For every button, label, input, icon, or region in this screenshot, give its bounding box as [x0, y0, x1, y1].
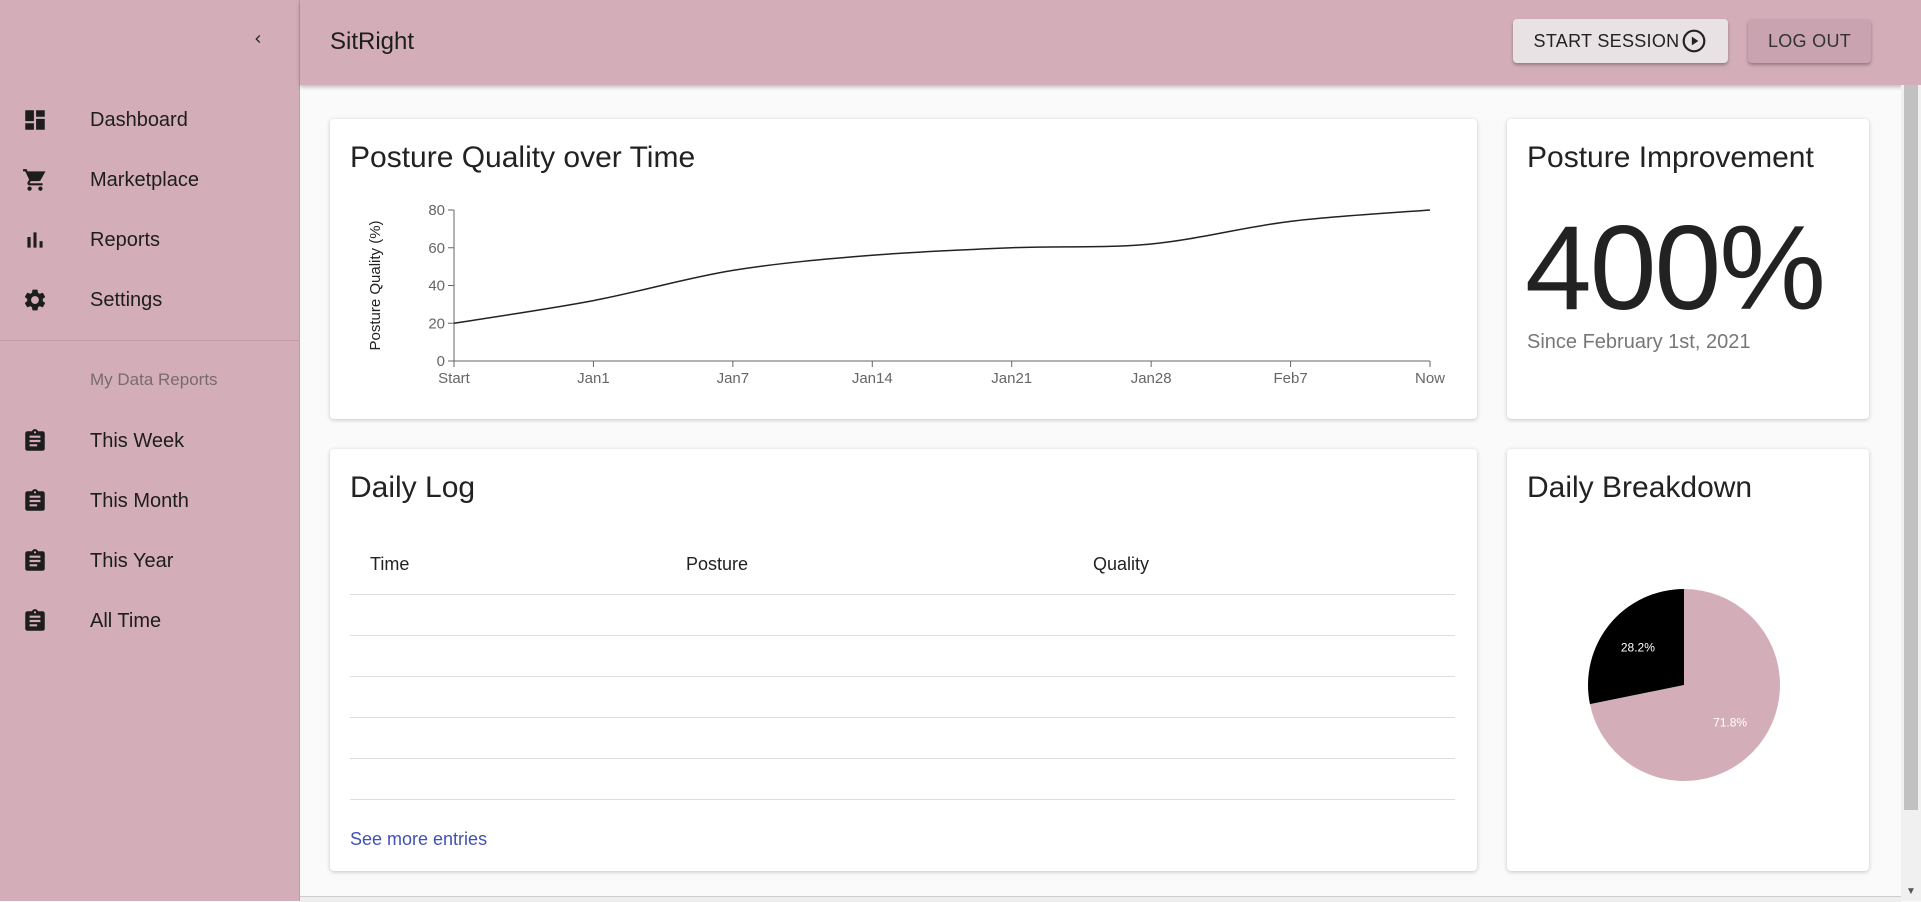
sidebar-item-label: This Year	[90, 549, 174, 572]
sidebar-item-all-time[interactable]: All Time	[0, 591, 299, 651]
start-session-button[interactable]: START SESSION	[1513, 19, 1728, 63]
table-header: Time Posture Quality	[350, 534, 1455, 595]
pie-slice-label: 28.2%	[1621, 640, 1655, 654]
bar-chart-icon	[0, 227, 90, 253]
main-nav: Dashboard Marketplace Reports Settings	[0, 90, 299, 330]
sidebar-item-reports[interactable]: Reports	[0, 210, 299, 270]
table-row	[350, 595, 1455, 636]
x-tick-label: Start	[438, 370, 471, 387]
daily-log-card: Daily Log Time Posture Quality See more …	[330, 449, 1477, 871]
pie-slice-label: 71.8%	[1713, 716, 1747, 730]
sidebar-item-label: This Week	[90, 429, 185, 452]
sidebar-item-label: All Time	[90, 609, 162, 632]
sidebar-divider	[0, 340, 299, 341]
daily-breakdown-pie-chart: 71.8% 28.2%	[1588, 589, 1780, 781]
logout-button[interactable]: LOG OUT	[1748, 19, 1871, 63]
y-axis-label: Posture Quality (%)	[367, 220, 384, 350]
improvement-since: Since February 1st, 2021	[1527, 331, 1751, 353]
posture-quality-series-line	[453, 209, 1431, 324]
sidebar-item-settings[interactable]: Settings	[0, 270, 299, 330]
daily-log-table: Time Posture Quality	[350, 534, 1455, 800]
cart-icon	[0, 167, 90, 193]
sidebar-item-dashboard[interactable]: Dashboard	[0, 90, 299, 150]
reports-section-title: My Data Reports	[90, 370, 218, 389]
y-tick-label: 60	[428, 240, 445, 257]
x-tick-label: Jan14	[852, 370, 893, 387]
y-tick-label: 40	[428, 278, 445, 295]
horizontal-scroll-track	[300, 896, 1901, 902]
x-tick-label: Feb7	[1273, 370, 1307, 387]
sidebar-item-this-year[interactable]: This Year	[0, 531, 299, 591]
y-tick-label: 80	[428, 202, 445, 219]
sidebar-item-label: Marketplace	[90, 168, 199, 191]
page-scrollbar[interactable]: ▼	[1901, 85, 1921, 901]
column-header-quality: Quality	[1093, 553, 1150, 574]
sidebar-item-label: Dashboard	[90, 108, 188, 131]
reports-nav: This Week This Month This Year All Time	[0, 411, 299, 651]
table-row	[350, 677, 1455, 718]
column-header-time: Time	[370, 553, 410, 574]
x-tick-label: Jan1	[577, 370, 610, 387]
sidebar-item-this-week[interactable]: This Week	[0, 411, 299, 471]
sidebar: Dashboard Marketplace Reports Settings M…	[0, 0, 300, 901]
breakdown-card: Daily Breakdown 71.8% 28.2%	[1507, 449, 1869, 871]
y-tick-label: 0	[437, 353, 445, 370]
dashboard-icon	[0, 107, 90, 133]
collapse-sidebar-button[interactable]	[240, 24, 276, 54]
pie-slice	[1589, 589, 1780, 781]
app-title: SitRight	[330, 28, 415, 55]
logout-label: LOG OUT	[1767, 30, 1852, 51]
improvement-value: 400%	[1525, 201, 1826, 335]
x-tick-label: Now	[1415, 370, 1445, 387]
breakdown-title: Daily Breakdown	[1527, 471, 1753, 504]
daily-log-title: Daily Log	[350, 471, 476, 504]
scroll-down-arrow-icon[interactable]: ▼	[1906, 885, 1916, 897]
improvement-card: Posture Improvement 400% Since February …	[1507, 119, 1869, 419]
posture-chart-card: Posture Quality over Time 0 20 40 60 80 Start…	[330, 119, 1477, 419]
clipboard-icon	[0, 488, 90, 514]
table-row	[350, 718, 1455, 759]
clipboard-icon	[0, 548, 90, 574]
x-tick-label: Jan21	[991, 370, 1032, 387]
play-circle-icon	[1683, 29, 1706, 53]
app-bar: SitRight START SESSION LOG OUT	[300, 0, 1921, 85]
pie-slice	[1588, 589, 1684, 705]
sidebar-item-label: Reports	[90, 228, 161, 251]
see-more-entries-link[interactable]: See more entries	[350, 829, 488, 849]
sidebar-item-label: Settings	[90, 288, 163, 311]
clipboard-icon	[0, 428, 90, 454]
scrollbar-thumb[interactable]	[1904, 85, 1918, 810]
posture-chart-title: Posture Quality over Time	[350, 141, 696, 174]
x-tick-label: Jan28	[1131, 370, 1172, 387]
table-row	[350, 759, 1455, 800]
sidebar-item-label: This Month	[90, 489, 189, 512]
chevron-left-icon	[255, 35, 261, 43]
sidebar-item-marketplace[interactable]: Marketplace	[0, 150, 299, 210]
sidebar-item-this-month[interactable]: This Month	[0, 471, 299, 531]
posture-line-chart: 0 20 40 60 80 Start Jan1 Jan7 Jan14 Jan21 Jan28 Feb…	[367, 202, 1445, 387]
clipboard-icon	[0, 608, 90, 634]
column-header-posture: Posture	[686, 553, 749, 574]
gear-icon	[0, 287, 90, 313]
table-row	[350, 636, 1455, 677]
start-session-label: START SESSION	[1533, 30, 1680, 51]
y-tick-label: 20	[428, 315, 445, 332]
x-tick-label: Jan7	[717, 370, 750, 387]
improvement-title: Posture Improvement	[1527, 141, 1814, 174]
